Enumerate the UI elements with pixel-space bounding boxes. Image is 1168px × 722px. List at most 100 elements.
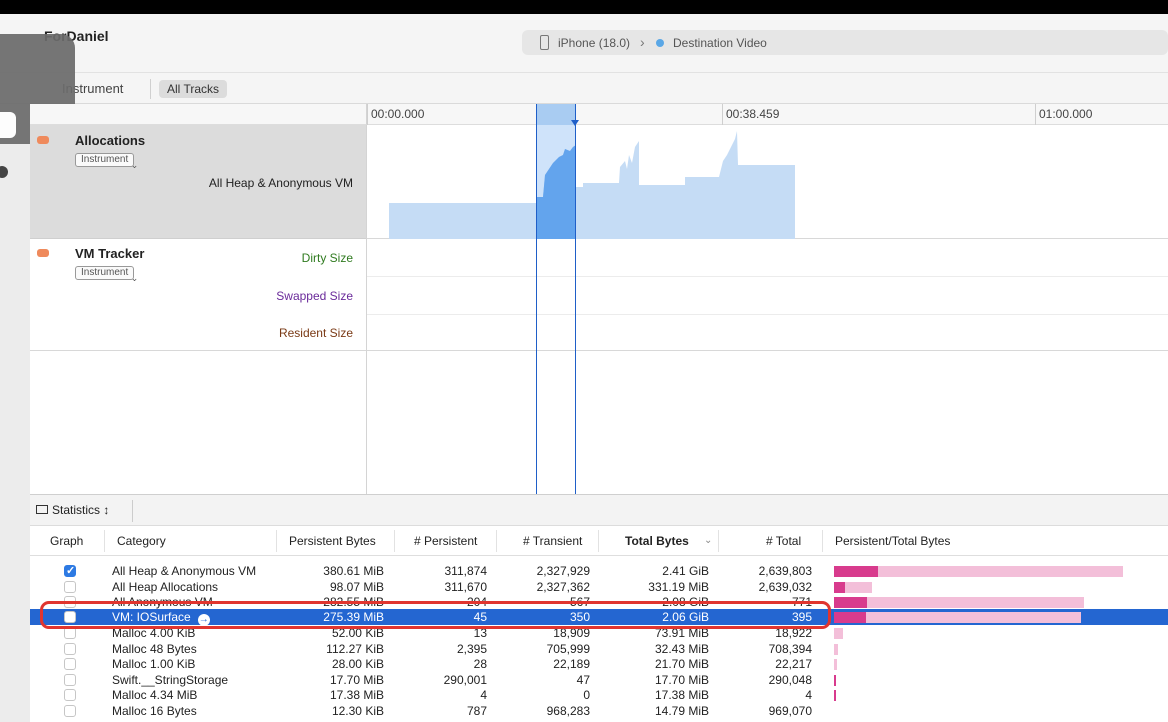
instrument-dropdown[interactable]: Instrument ⌄ bbox=[75, 266, 138, 283]
instrument-dropdown[interactable]: Instrument ⌄ bbox=[75, 153, 138, 170]
graph-checkbox[interactable] bbox=[64, 580, 76, 593]
graph-checkbox[interactable] bbox=[64, 564, 76, 577]
chevron-right-icon: › bbox=[640, 34, 645, 50]
table-row[interactable]: Malloc 4.00 KiB 52.00 KiB 13 18,909 73.9… bbox=[30, 625, 1168, 641]
track-list-empty bbox=[30, 351, 366, 494]
sublabel-dirty-size: Dirty Size bbox=[301, 251, 353, 265]
cell-persistent-bytes: 112.27 KiB bbox=[326, 641, 384, 656]
graph-checkbox[interactable] bbox=[64, 642, 76, 655]
graph-checkbox[interactable] bbox=[64, 611, 76, 623]
column-persistent-total-bytes[interactable]: Persistent/Total Bytes bbox=[835, 534, 951, 548]
cell-total-bytes: 17.38 MiB bbox=[654, 688, 709, 702]
cell-transient: 18,909 bbox=[553, 626, 590, 640]
cell-total: 4 bbox=[805, 688, 812, 702]
column-divider bbox=[104, 530, 105, 552]
statistics-view-selector[interactable]: Statistics ↕ bbox=[36, 503, 109, 517]
device-target-selector[interactable]: iPhone (18.0) › Destination Video bbox=[522, 30, 1168, 55]
cell-persistent-bytes: 17.38 MiB bbox=[329, 688, 384, 702]
track-allocations[interactable]: Allocations Instrument ⌄ All Heap & Anony… bbox=[30, 125, 366, 239]
column-divider bbox=[822, 530, 823, 552]
column-divider bbox=[718, 530, 719, 552]
cell-total: 2,639,803 bbox=[758, 564, 812, 578]
cell-persistent: 13 bbox=[473, 626, 487, 640]
sublabel-resident-size: Resident Size bbox=[278, 326, 353, 340]
lane-divider bbox=[367, 314, 1168, 315]
table-row[interactable]: Malloc 16 Bytes 12.30 KiB 787 968,283 14… bbox=[30, 703, 1168, 719]
cell-category: VM: IOSurface → bbox=[112, 610, 210, 626]
column-graph[interactable]: Graph bbox=[50, 534, 84, 548]
cell-total-bytes: 21.70 MiB bbox=[654, 657, 709, 671]
cell-total-bytes: 2.06 GiB bbox=[662, 610, 709, 624]
total-bytes-bar bbox=[834, 628, 843, 639]
cell-persistent-bytes: 98.07 MiB bbox=[329, 579, 384, 594]
allocations-graph[interactable] bbox=[366, 125, 1168, 239]
column-persistent-bytes[interactable]: Persistent Bytes bbox=[289, 534, 376, 548]
cell-transient: 47 bbox=[576, 672, 590, 687]
cell-persistent-bytes: 275.39 MiB bbox=[323, 610, 384, 624]
ruler-tick bbox=[1035, 104, 1036, 125]
tab-instrument[interactable]: Instrument bbox=[62, 81, 124, 96]
sublabel-heap-vm: All Heap & Anonymous VM bbox=[208, 176, 353, 190]
graph-checkbox[interactable] bbox=[64, 673, 76, 686]
ruler-tick bbox=[367, 104, 368, 125]
cell-persistent-bytes: 28.00 KiB bbox=[331, 657, 384, 671]
table-row-selected[interactable]: VM: IOSurface → 275.39 MiB 45 350 2.06 Gi… bbox=[30, 609, 1168, 626]
instrument-dropdown-label: Instrument bbox=[81, 154, 129, 165]
sort-chevron-icon: ⌄ bbox=[704, 535, 713, 546]
table-row[interactable]: Malloc 1.00 KiB 28.00 KiB 28 22,189 21.7… bbox=[30, 656, 1168, 672]
cell-category: All Heap & Anonymous VM bbox=[112, 564, 257, 578]
ruler-selection[interactable] bbox=[537, 104, 576, 125]
table-row[interactable]: All Heap Allocations 98.07 MiB 311,670 2… bbox=[30, 579, 1168, 595]
cell-persistent: 4 bbox=[480, 688, 487, 702]
cell-category: Malloc 48 Bytes bbox=[112, 641, 197, 656]
graph-checkbox[interactable] bbox=[64, 658, 76, 670]
cell-category: Malloc 16 Bytes bbox=[112, 703, 197, 718]
cell-category: Malloc 4.00 KiB bbox=[112, 626, 196, 640]
target-label: Destination Video bbox=[673, 36, 767, 50]
stats-table-header: Graph Category Persistent Bytes # Persis… bbox=[30, 526, 1168, 556]
ruler-label-start: 00:00.000 bbox=[371, 107, 425, 121]
persistent-bytes-bar bbox=[834, 581, 845, 593]
column-transient[interactable]: # Transient bbox=[523, 534, 583, 548]
tab-all-tracks[interactable]: All Tracks bbox=[159, 80, 228, 98]
cell-total-bytes: 32.43 MiB bbox=[654, 641, 709, 656]
cell-total: 290,048 bbox=[768, 672, 812, 687]
cell-persistent: 2,395 bbox=[456, 641, 487, 656]
go-to-detail-arrow-icon[interactable]: → bbox=[197, 614, 210, 626]
column-category[interactable]: Category bbox=[117, 534, 166, 548]
app-target-icon bbox=[656, 39, 664, 47]
column-total[interactable]: # Total bbox=[766, 534, 802, 548]
column-divider bbox=[598, 530, 599, 552]
table-row[interactable]: Swift.__StringStorage 17.70 MiB 290,001 … bbox=[30, 672, 1168, 688]
column-divider bbox=[496, 530, 497, 552]
cell-persistent: 311,874 bbox=[444, 564, 488, 578]
chevron-down-icon: ⌄ bbox=[130, 273, 139, 283]
device-label: iPhone (18.0) bbox=[558, 36, 631, 50]
graph-checkbox[interactable] bbox=[64, 689, 76, 701]
total-bytes-bar bbox=[834, 581, 872, 593]
table-row[interactable]: All Heap & Anonymous VM 380.61 MiB 311,8… bbox=[30, 563, 1168, 579]
cell-total-bytes: 17.70 MiB bbox=[654, 672, 709, 687]
cell-total: 22,217 bbox=[775, 657, 812, 671]
column-total-bytes[interactable]: Total Bytes bbox=[625, 534, 689, 548]
updown-chevron-icon: ↕ bbox=[103, 503, 110, 517]
column-persistent[interactable]: # Persistent bbox=[414, 534, 478, 548]
graph-checkbox[interactable] bbox=[64, 704, 76, 717]
cell-persistent: 45 bbox=[473, 610, 487, 624]
detail-view-bar: Statistics ↕ bbox=[30, 494, 1168, 526]
cell-total: 395 bbox=[791, 610, 812, 624]
table-row[interactable]: Malloc 4.34 MiB 17.38 MiB 4 0 17.38 MiB … bbox=[30, 687, 1168, 703]
cell-total: 18,922 bbox=[775, 626, 812, 640]
stats-table-body: All Heap & Anonymous VM 380.61 MiB 311,8… bbox=[30, 556, 1168, 722]
cell-total-bytes: 73.91 MiB bbox=[654, 626, 709, 640]
column-divider bbox=[394, 530, 395, 552]
cell-transient: 705,999 bbox=[546, 641, 590, 656]
track-vm-tracker[interactable]: VM Tracker Instrument ⌄ Dirty Size Swappe… bbox=[30, 239, 366, 351]
cell-transient: 968,283 bbox=[546, 703, 590, 718]
table-row[interactable]: Malloc 48 Bytes 112.27 KiB 2,395 705,999… bbox=[30, 641, 1168, 657]
vm-tracker-graph[interactable] bbox=[366, 239, 1168, 351]
time-ruler[interactable]: 00:00.000 00:38.459 01:00.000 bbox=[366, 104, 1168, 125]
cell-category-label: VM: IOSurface bbox=[112, 610, 191, 624]
cell-persistent: 311,670 bbox=[444, 579, 488, 594]
divider bbox=[132, 500, 133, 522]
